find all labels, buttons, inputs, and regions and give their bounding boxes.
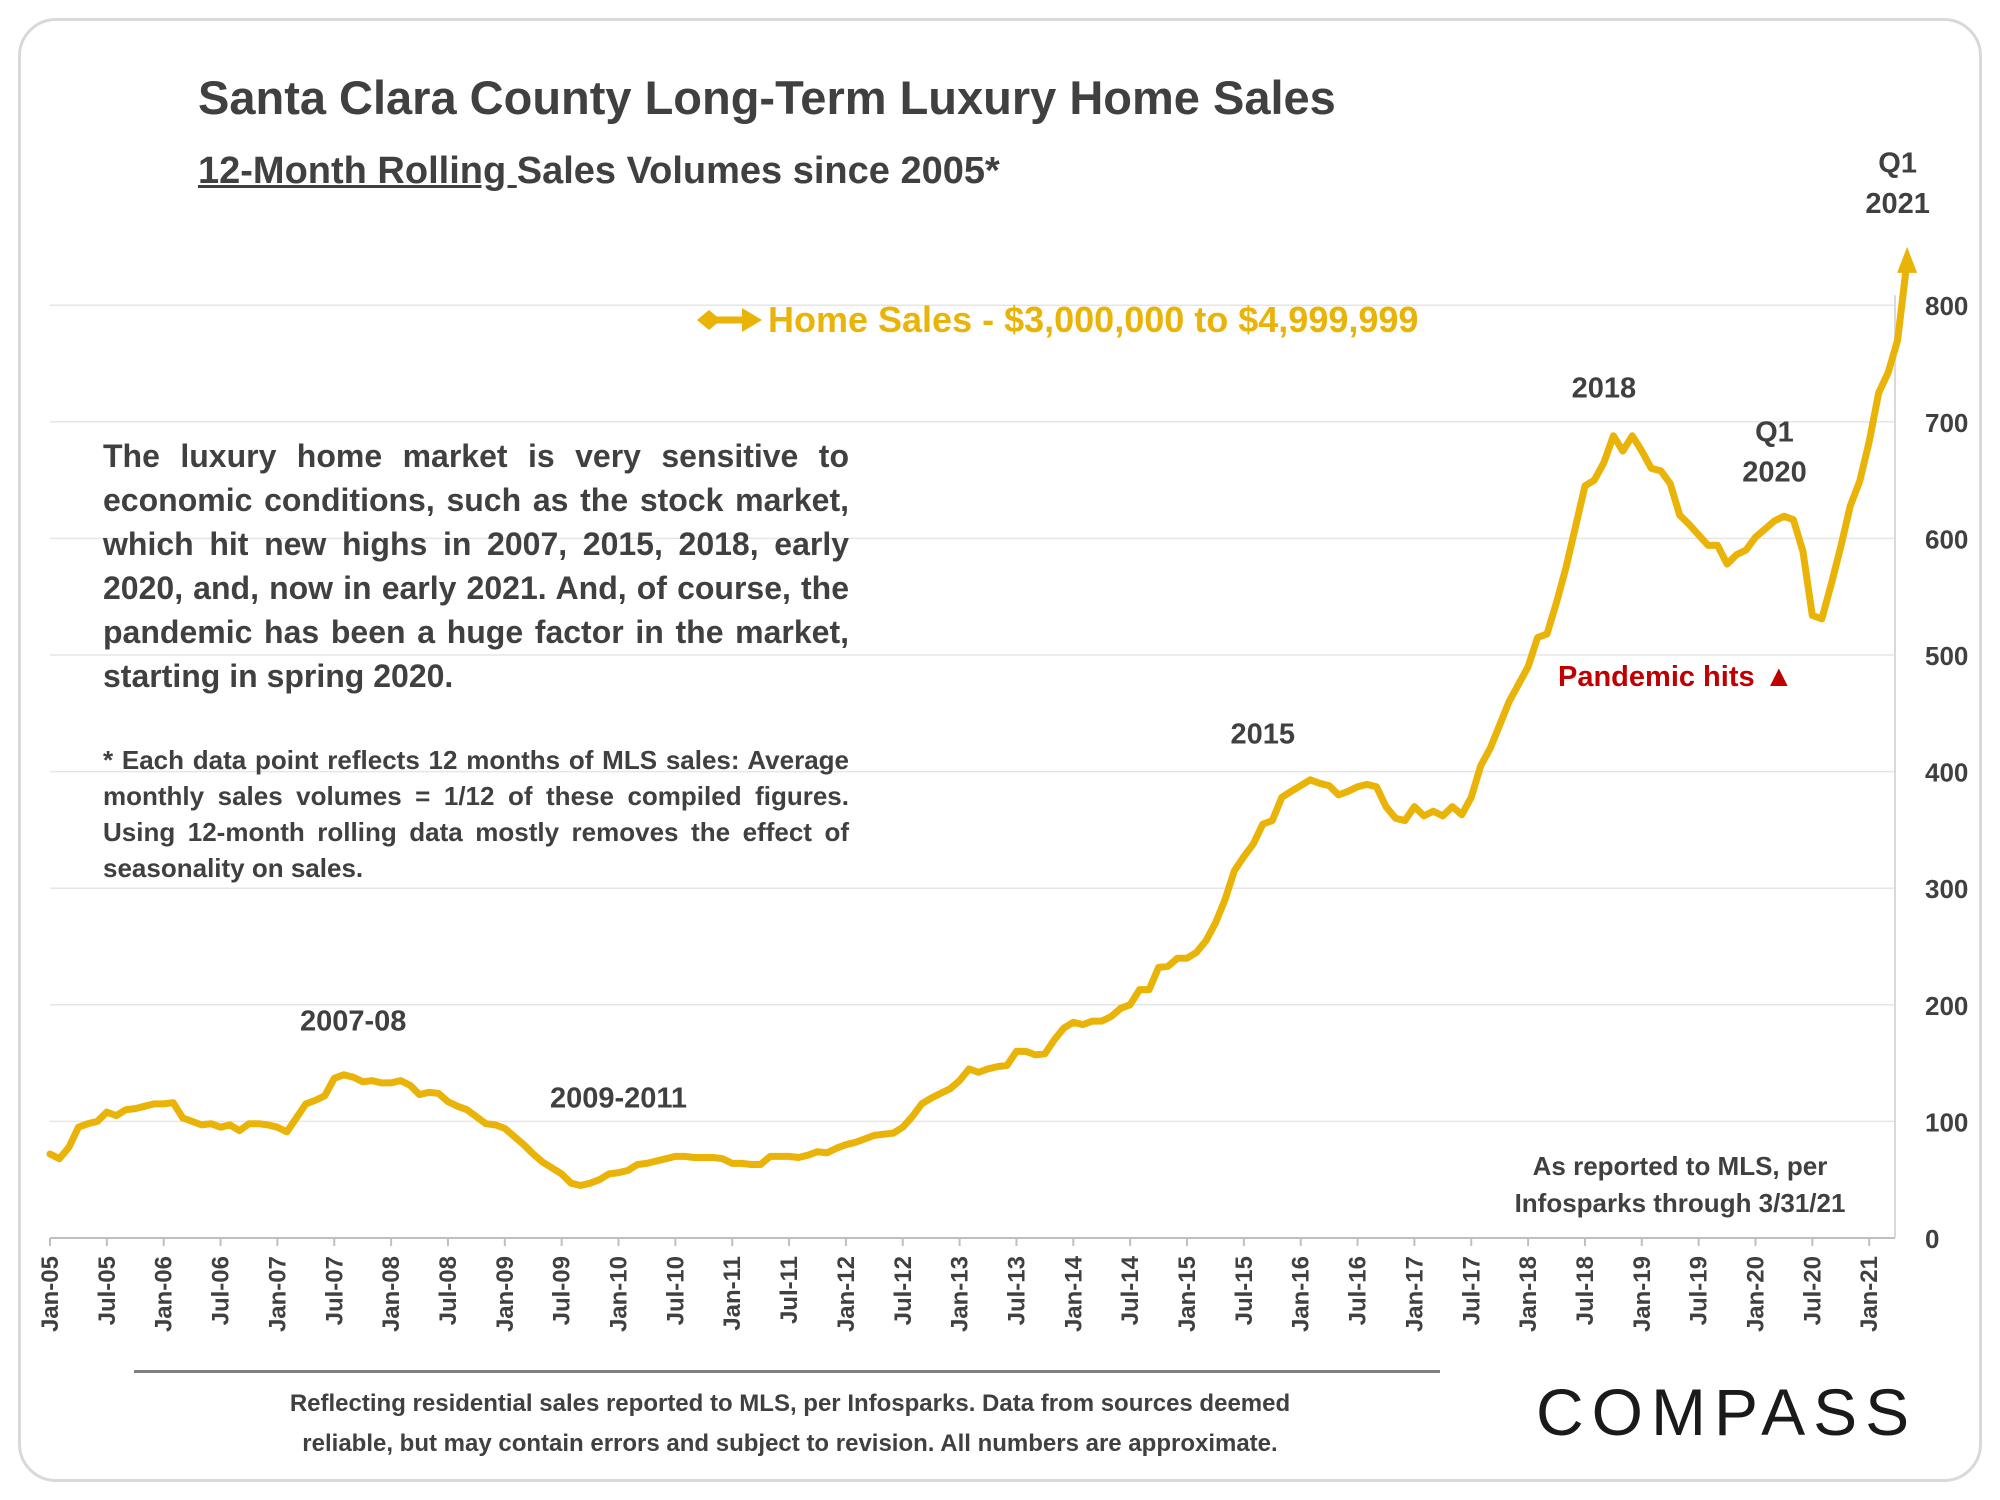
series-end-arrow (1897, 246, 1918, 273)
x-tick-label-Jan-19: Jan-19 (1629, 1256, 1656, 1332)
description-text: The luxury home market is very sensitive… (103, 438, 849, 694)
x-tick-label-Jul-19: Jul-19 (1686, 1256, 1713, 1325)
y-tick-label-400: 400 (1925, 758, 1968, 788)
chart-subtitle: 12-Month Rolling Sales Volumes since 200… (198, 150, 1000, 193)
y-tick-label-200: 200 (1925, 991, 1968, 1021)
y-tick-label-0: 0 (1925, 1224, 1939, 1254)
pandemic-triangle-icon: ▲ (1764, 660, 1794, 693)
chart-title: Santa Clara County Long-Term Luxury Home… (198, 71, 1336, 124)
footnote-text: * Each data point reflects 12 months of … (103, 745, 849, 883)
source-line-2: Infosparks through 3/31/21 (1514, 1188, 1846, 1218)
x-tick-label-Jan-17: Jan-17 (1401, 1256, 1428, 1332)
x-tick-label-Jul-14: Jul-14 (1117, 1255, 1144, 1325)
x-tick-label-Jan-14: Jan-14 (1060, 1255, 1087, 1332)
annotation-Q1-6: Q1 (1878, 147, 1917, 179)
x-tick-label-Jan-07: Jan-07 (264, 1256, 291, 1332)
footer-divider (134, 1370, 1440, 1373)
pandemic-hits-label: Pandemic hits (1558, 661, 1755, 693)
x-tick-label-Jul-05: Jul-05 (94, 1256, 121, 1325)
y-tick-label-700: 700 (1925, 408, 1968, 438)
x-tick-label-Jul-12: Jul-12 (890, 1256, 917, 1325)
x-tick-label-Jul-18: Jul-18 (1572, 1256, 1599, 1325)
x-tick-label-Jan-18: Jan-18 (1515, 1256, 1542, 1332)
x-tick-label-Jan-15: Jan-15 (1174, 1256, 1201, 1332)
x-tick-label-Jul-20: Jul-20 (1799, 1256, 1826, 1325)
x-tick-label-Jul-17: Jul-17 (1458, 1256, 1485, 1325)
annotation-2007-08-0: 2007-08 (300, 1005, 406, 1037)
y-tick-label-800: 800 (1925, 291, 1968, 321)
x-tick-label-Jan-08: Jan-08 (378, 1256, 405, 1332)
annotation-2018-3: 2018 (1572, 372, 1637, 404)
x-tick-label-Jul-13: Jul-13 (1003, 1256, 1030, 1325)
source-line-1: As reported to MLS, per (1532, 1151, 1828, 1181)
y-tick-label-300: 300 (1925, 874, 1968, 904)
x-tick-label-Jan-13: Jan-13 (947, 1256, 974, 1332)
annotation-2020-5: 2020 (1742, 456, 1807, 488)
x-tick-label-Jan-12: Jan-12 (833, 1256, 860, 1332)
x-tick-label-Jul-10: Jul-10 (662, 1256, 689, 1325)
y-tick-label-500: 500 (1925, 641, 1968, 671)
x-tick-label-Jan-09: Jan-09 (492, 1256, 519, 1332)
x-tick-label-Jul-16: Jul-16 (1345, 1256, 1372, 1325)
x-tick-label-Jul-07: Jul-07 (321, 1256, 348, 1325)
footer-line-1: Reflecting residential sales reported to… (289, 1390, 1291, 1417)
y-tick-label-600: 600 (1925, 524, 1968, 554)
annotation-Q1-4: Q1 (1755, 417, 1794, 449)
x-tick-label-Jul-08: Jul-08 (435, 1256, 462, 1325)
source-note: As reported to MLS, per Infosparks throu… (1480, 1148, 1880, 1222)
legend-label: Home Sales - $3,000,000 to $4,999,999 (768, 299, 1418, 340)
footer-line-2: reliable, but may contain errors and sub… (302, 1430, 1278, 1457)
subtitle-underlined: 12-Month Rolling (198, 150, 517, 192)
x-tick-label-Jul-06: Jul-06 (208, 1256, 235, 1325)
footer-disclaimer: Reflecting residential sales reported to… (260, 1384, 1320, 1464)
x-tick-label-Jan-05: Jan-05 (37, 1256, 64, 1332)
x-tick-label-Jan-11: Jan-11 (719, 1256, 746, 1331)
x-tick-label-Jul-09: Jul-09 (549, 1256, 576, 1325)
x-tick-label-Jul-11: Jul-11 (776, 1256, 803, 1324)
x-tick-label-Jan-21: Jan-21 (1856, 1256, 1883, 1332)
legend-arrow-marker (742, 308, 762, 332)
series-line-home-sales (46, 257, 1911, 1189)
subtitle-rest: Sales Volumes since 2005* (516, 150, 1000, 192)
annotation-2021-7: 2021 (1865, 188, 1930, 220)
x-tick-label-Jan-16: Jan-16 (1288, 1256, 1315, 1332)
annotation-2009-2011-1: 2009-2011 (550, 1082, 687, 1114)
x-tick-label-Jul-15: Jul-15 (1231, 1256, 1258, 1325)
annotation-2015-2: 2015 (1231, 719, 1296, 751)
compass-logo: COMPASS (1536, 1375, 1918, 1449)
y-tick-label-100: 100 (1925, 1107, 1968, 1137)
x-tick-label-Jan-06: Jan-06 (151, 1256, 178, 1332)
x-tick-label-Jan-20: Jan-20 (1743, 1256, 1770, 1332)
x-tick-label-Jan-10: Jan-10 (606, 1256, 633, 1332)
